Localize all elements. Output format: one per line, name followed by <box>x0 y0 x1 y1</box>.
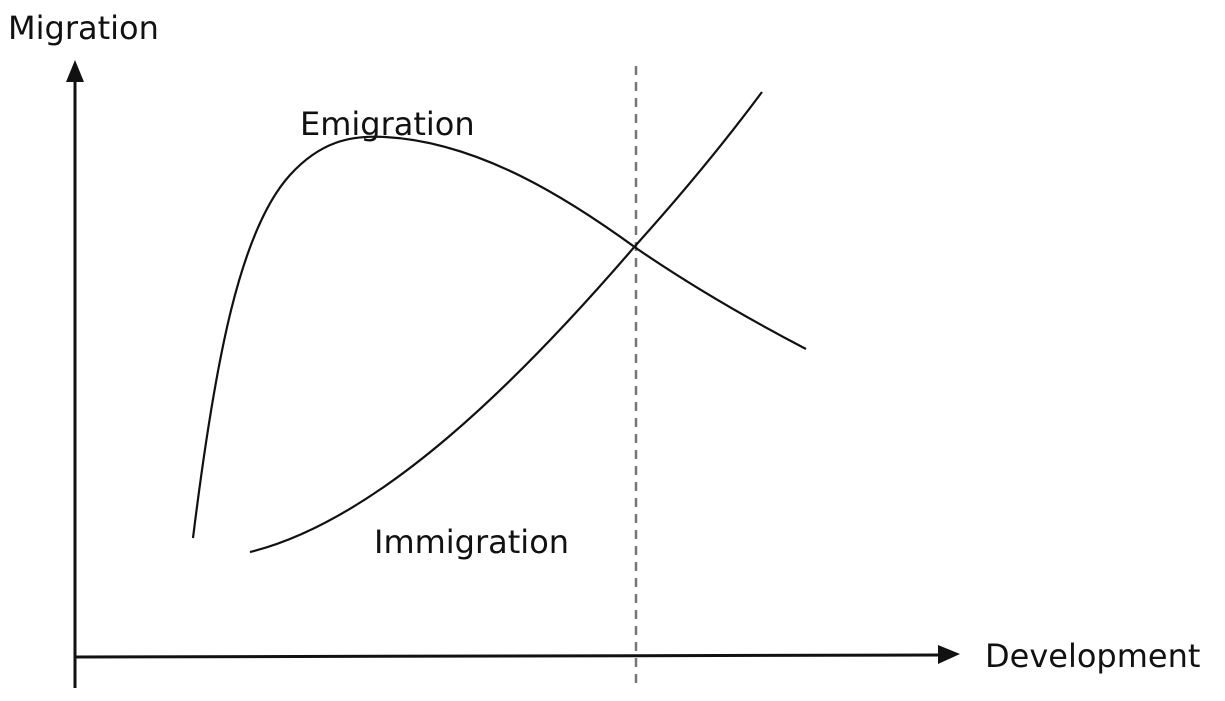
emigration-curve <box>191 135 807 539</box>
y-axis-label: Migration <box>8 9 159 47</box>
immigration-curve-label: Immigration <box>374 523 570 561</box>
emigration-curve-label: Emigration <box>300 105 475 143</box>
x-axis-label: Development <box>985 637 1201 675</box>
immigration-curve <box>249 91 763 554</box>
x-axis-arrowhead <box>938 645 960 664</box>
y-axis-arrowhead <box>66 60 84 82</box>
x-axis-line <box>74 653 943 659</box>
